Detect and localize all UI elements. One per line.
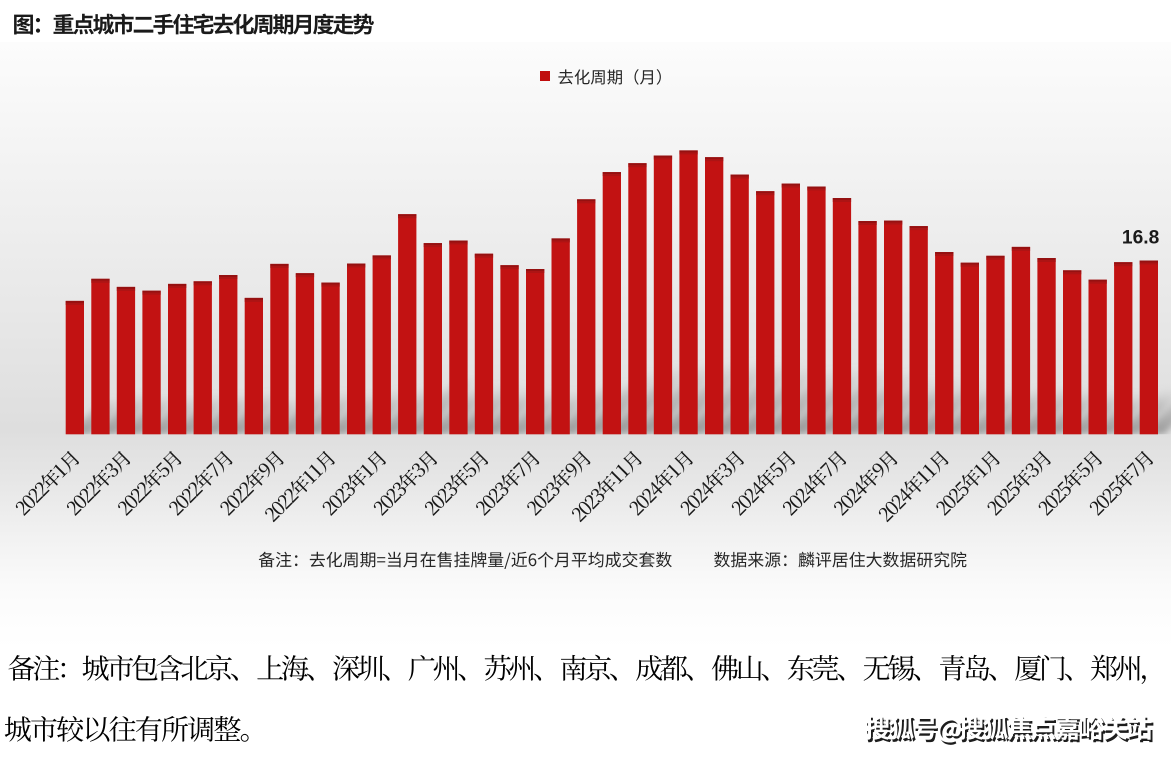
svg-text:16.8: 16.8 [1122,227,1160,248]
